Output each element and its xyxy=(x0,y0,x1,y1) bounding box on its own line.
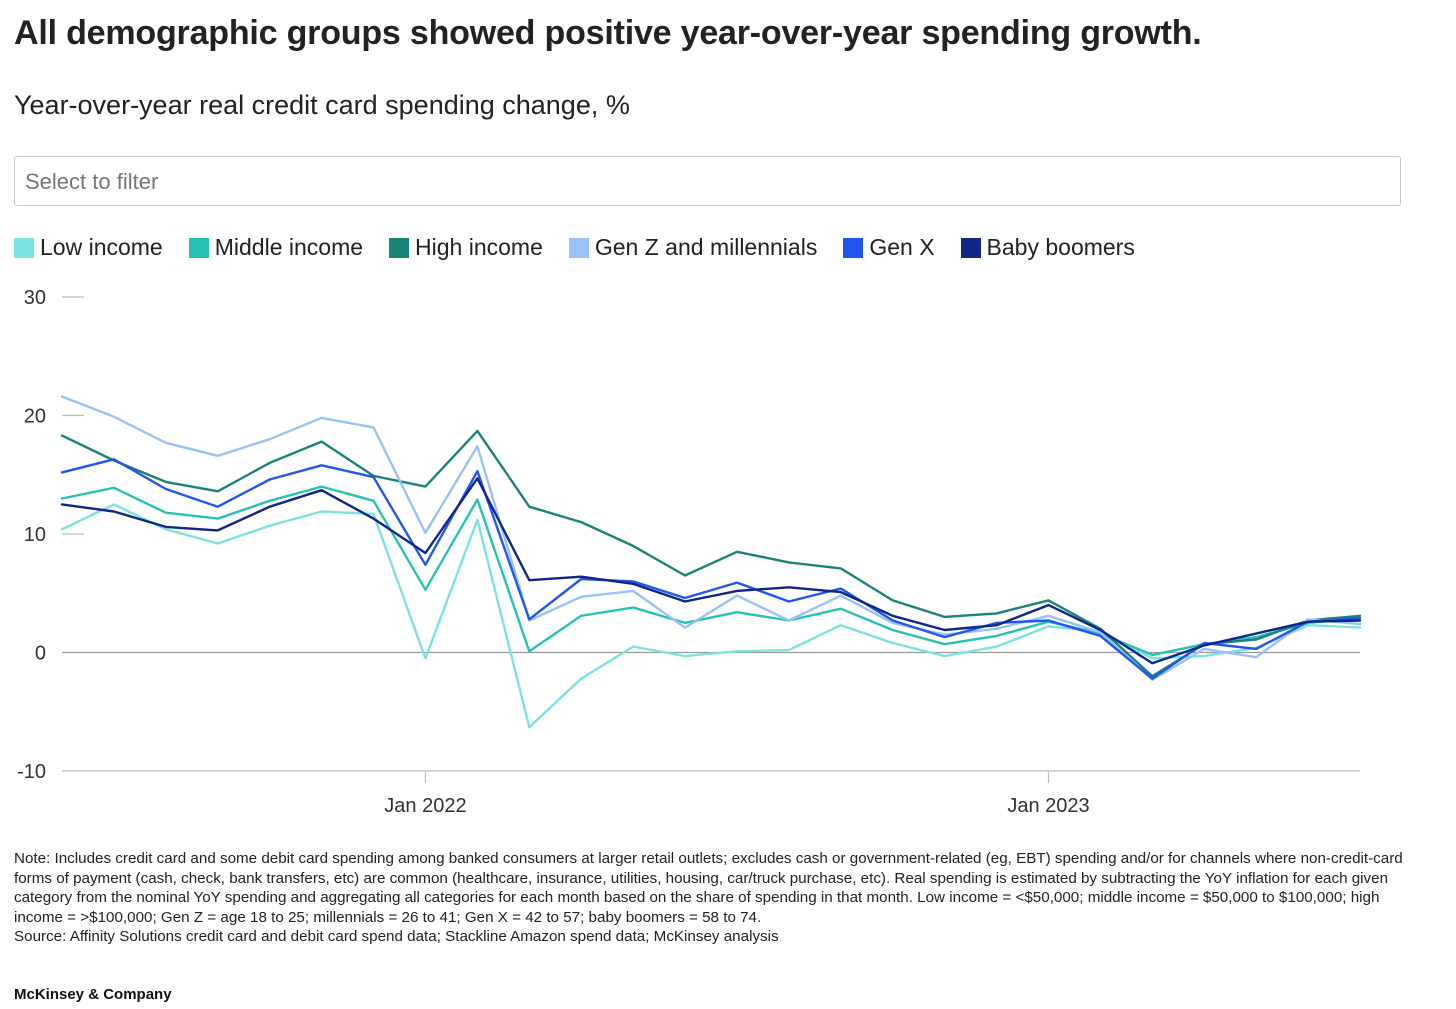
footnote: Note: Includes credit card and some debi… xyxy=(14,849,1414,947)
legend-label: Gen Z and millennials xyxy=(594,234,818,260)
x-tick-label: Jan 2022 xyxy=(384,795,466,817)
legend-swatch xyxy=(568,237,589,258)
legend-item[interactable]: Low income xyxy=(14,234,163,261)
legend-item[interactable]: Gen Z and millennials xyxy=(568,234,818,261)
legend-swatch xyxy=(14,237,34,258)
legend-swatch xyxy=(843,237,864,258)
series-line xyxy=(60,477,1362,665)
legend-item[interactable]: Baby boomers xyxy=(960,234,1135,261)
legend-swatch xyxy=(188,237,209,258)
brand-logo-text: McKinsey & Company xyxy=(14,986,172,1003)
y-tick-label: 0 xyxy=(35,643,46,665)
series-line xyxy=(60,458,1362,680)
line-chart: -10 0 10 20 30 Jan 2022 Jan 2023 xyxy=(17,287,1362,817)
legend-label: High income xyxy=(415,234,543,260)
legend-item[interactable]: Gen X xyxy=(843,234,935,261)
series-line xyxy=(60,395,1362,681)
legend-swatch xyxy=(389,237,410,258)
legend-item[interactable]: High income xyxy=(389,234,543,261)
y-tick-label: -10 xyxy=(17,761,46,783)
legend-swatch xyxy=(960,237,981,258)
filter-select[interactable]: Select to filter xyxy=(14,156,1401,206)
legend-item[interactable]: Middle income xyxy=(188,234,364,261)
chart-subtitle: Year-over-year real credit card spending… xyxy=(14,90,630,120)
y-tick-label: 20 xyxy=(24,406,46,428)
legend-label: Baby boomers xyxy=(986,234,1135,260)
note-text: Note: Includes credit card and some debi… xyxy=(14,850,1403,926)
y-tick-label: 30 xyxy=(24,287,46,309)
y-tick-label: 10 xyxy=(24,524,46,546)
x-tick-label: Jan 2023 xyxy=(1007,795,1089,817)
chart-title: All demographic groups showed positive y… xyxy=(14,14,1202,52)
series-line xyxy=(60,503,1362,729)
series-line xyxy=(60,485,1362,657)
series-line xyxy=(60,429,1362,678)
legend-label: Low income xyxy=(40,234,163,260)
filter-placeholder: Select to filter xyxy=(25,169,159,194)
source-text: Source: Affinity Solutions credit card a… xyxy=(14,928,779,945)
legend-label: Middle income xyxy=(214,234,364,260)
legend-label: Gen X xyxy=(869,234,935,260)
legend: Low income Middle income High income Gen Z … xyxy=(14,234,1161,261)
